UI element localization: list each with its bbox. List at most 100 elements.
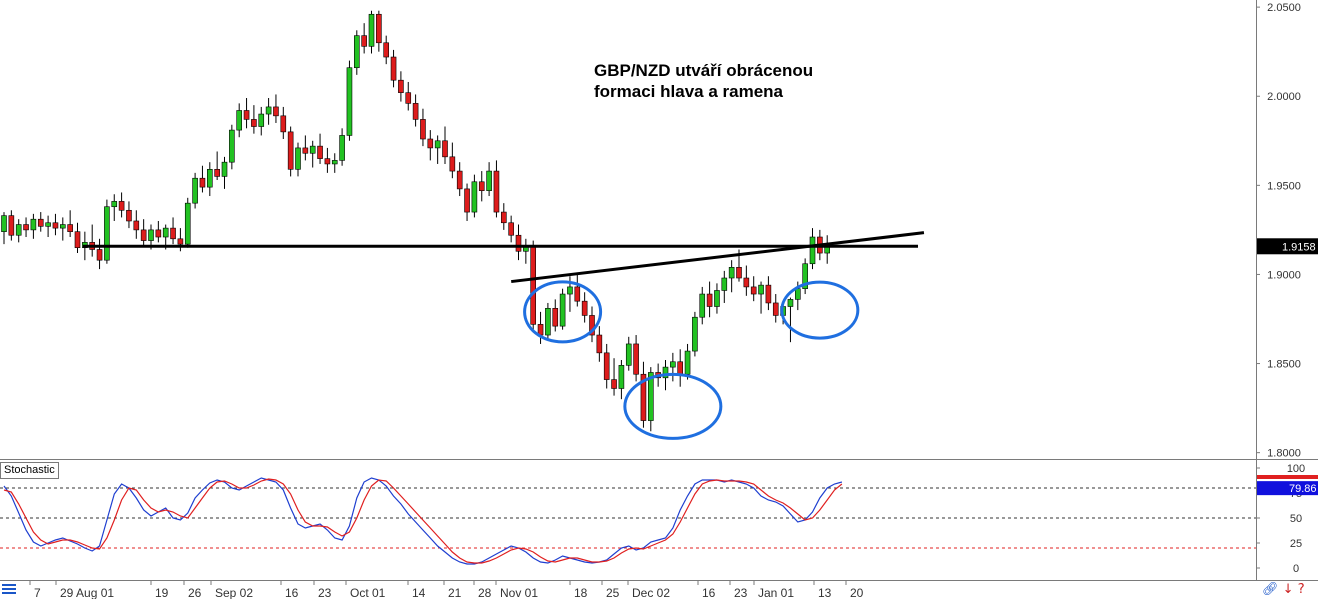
candle-body (449, 156, 456, 172)
candle (640, 361, 647, 428)
candle (456, 162, 463, 197)
stochastic-d-badge (1257, 475, 1318, 479)
candle-body (273, 106, 279, 117)
right-shoulder-circle (780, 280, 860, 340)
candle (295, 142, 301, 177)
candle (486, 162, 492, 197)
link-icon[interactable]: 🔗︎ (1262, 582, 1279, 597)
candle-body (280, 115, 287, 133)
candle (699, 286, 706, 325)
time-tick-label: Nov 01 (500, 586, 538, 599)
candle (265, 98, 272, 125)
candle-body (295, 147, 301, 170)
candle (405, 81, 412, 111)
candle (471, 174, 478, 218)
stochastic-line-d (3, 478, 843, 564)
candle-body (809, 236, 816, 265)
candle (368, 10, 375, 54)
candle (104, 199, 110, 264)
candle-body (714, 290, 720, 307)
candle (74, 222, 81, 254)
candle (611, 358, 617, 396)
candle (596, 326, 603, 362)
candle-body (706, 293, 713, 307)
candle-body (618, 365, 625, 389)
candle-body (1, 215, 7, 232)
candle-body (611, 379, 617, 389)
candle (434, 135, 441, 164)
candle-body (515, 234, 522, 252)
candle-body (772, 302, 779, 316)
candle (192, 172, 198, 209)
candle-body (589, 315, 595, 336)
stochastic-indicator-label[interactable]: Stochastic (0, 462, 59, 479)
candle-body (67, 224, 73, 232)
candle (559, 288, 566, 330)
candle-body (287, 131, 294, 170)
candle-body (596, 334, 603, 354)
candle-body (353, 35, 360, 69)
headline-line-2: formaci hlava a ramena (594, 82, 783, 101)
candle (515, 224, 522, 261)
time-tick-label: 21 (448, 586, 462, 599)
stochastic-value-label: 79.86 (1289, 483, 1317, 495)
chart-corner-tools: 🔗︎ ↓ ? (1262, 582, 1305, 597)
candle-body (478, 181, 485, 191)
candle (412, 94, 419, 127)
candle-body (486, 170, 492, 191)
candle-body (471, 181, 478, 213)
time-tick-label: 7 (34, 586, 41, 599)
stochastic-tick-label: 50 (1290, 513, 1302, 525)
candle-body (184, 202, 191, 245)
stochastic-pane (0, 460, 1256, 580)
candle (493, 160, 500, 218)
candle-body (567, 286, 573, 295)
candle-body (464, 188, 470, 213)
candle-body (111, 201, 118, 208)
candle-body (192, 177, 198, 204)
candle-body (104, 206, 110, 261)
candle (243, 98, 250, 129)
candle (758, 281, 764, 314)
candle-body (684, 350, 691, 375)
menu-icon[interactable] (2, 584, 16, 596)
time-tick-label: 26 (188, 586, 202, 599)
candle (633, 335, 639, 382)
candle-body (339, 135, 345, 161)
candle (728, 260, 735, 293)
candle-body (199, 177, 206, 188)
candle-body (728, 267, 735, 279)
current-price-label: 1.9158 (1282, 241, 1316, 253)
candle (383, 35, 390, 65)
candle-body (162, 227, 169, 238)
time-tick-label: Oct 01 (350, 586, 386, 599)
candle (692, 311, 698, 357)
candle-body (743, 277, 750, 288)
candle (376, 10, 382, 52)
candle-body (603, 352, 610, 380)
price-tick-label: 1.9500 (1267, 180, 1301, 192)
candle (45, 215, 51, 238)
candle (802, 258, 808, 295)
candle-body (493, 170, 500, 213)
candle-body (692, 316, 698, 352)
candle (442, 126, 448, 164)
candle (207, 162, 213, 197)
candle (273, 94, 279, 123)
candle (545, 302, 551, 339)
time-tick-label: 20 (850, 586, 864, 599)
candle (449, 142, 456, 179)
candle-body (140, 229, 147, 241)
candle-body (390, 56, 397, 81)
candle-body (640, 373, 647, 421)
candle-body (699, 293, 706, 318)
down-arrow-icon[interactable]: ↓ (1282, 582, 1294, 597)
question-icon[interactable]: ? (1297, 582, 1305, 597)
candle (743, 265, 750, 296)
time-tick-label: Sep 02 (215, 586, 253, 599)
candle-body (530, 245, 537, 325)
candle (787, 297, 794, 343)
chart-annotation-text: GBP/NZD utváří obrácenou formaci hlava a… (594, 60, 813, 102)
time-tick-label: 14 (412, 586, 426, 599)
